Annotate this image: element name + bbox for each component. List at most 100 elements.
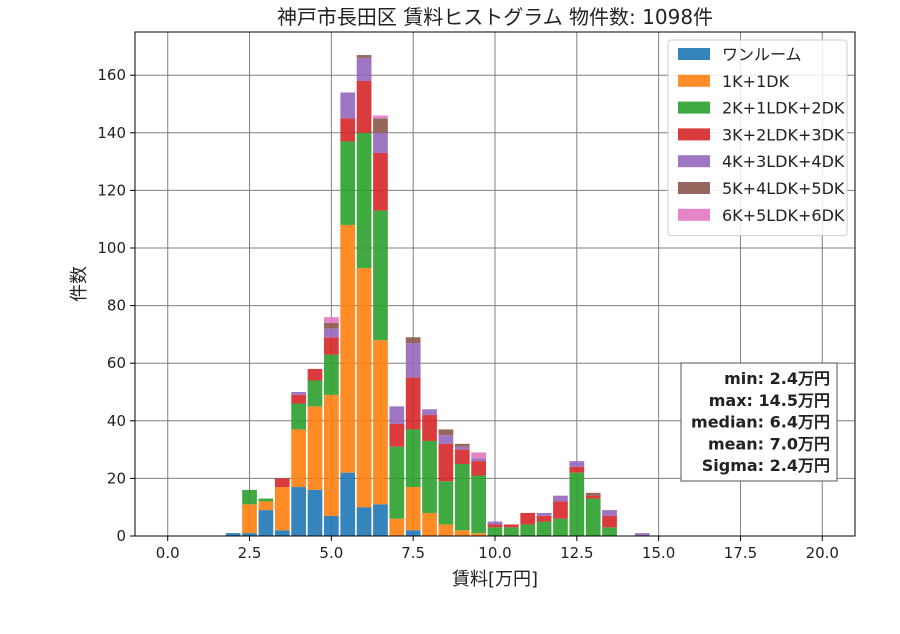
bar-segment <box>471 461 486 476</box>
stats-box: min: 2.4万円 max: 14.5万円 median: 6.4万円 mean: … <box>680 362 838 482</box>
bar-segment <box>602 515 617 528</box>
bar-segment <box>405 429 421 488</box>
bars-group <box>225 55 650 536</box>
y-tick-label: 0 <box>116 527 126 545</box>
x-axis-label: 賃料[万円] <box>452 569 538 590</box>
bar-segment <box>422 512 437 536</box>
x-tick-label: 0.0 <box>156 544 180 562</box>
bar-segment <box>274 487 290 531</box>
y-tick-label: 160 <box>97 66 126 84</box>
bar-segment <box>389 406 405 424</box>
x-tick-label: 7.5 <box>401 544 425 562</box>
bar-segment <box>471 458 486 462</box>
bar-segment <box>291 429 306 488</box>
bar-segment <box>454 443 470 447</box>
bar-segment <box>389 446 405 519</box>
bar-segment <box>258 510 274 536</box>
bar-segment <box>602 527 617 536</box>
bar-segment <box>242 504 257 534</box>
bar-segment <box>356 55 372 58</box>
bar-segment <box>454 449 470 464</box>
bar-segment <box>324 515 339 536</box>
stats-line: median: 6.4万円 <box>691 413 830 432</box>
legend-label: 1K+1DK <box>722 72 790 91</box>
bar-segment <box>307 380 323 407</box>
bar-segment <box>405 343 421 378</box>
bar-segment <box>454 464 470 531</box>
bar-segment <box>291 487 306 536</box>
bar-segment <box>585 492 601 496</box>
x-tick-label: 12.5 <box>560 544 593 562</box>
bar-segment <box>307 368 323 381</box>
bar-segment <box>569 466 585 473</box>
bar-segment <box>569 472 585 536</box>
bar-segment <box>389 518 405 536</box>
bar-segment <box>389 423 405 447</box>
bar-segment <box>487 521 503 525</box>
legend-frame <box>667 39 848 237</box>
bar-segment <box>438 481 454 525</box>
bar-segment <box>553 518 568 536</box>
bar-segment <box>356 80 372 133</box>
bar-segment <box>454 530 470 536</box>
bar-segment <box>340 92 356 119</box>
bar-segment <box>258 498 274 502</box>
bar-segment <box>520 524 536 536</box>
bar-segment <box>242 489 257 505</box>
bar-segment <box>340 472 356 536</box>
legend-swatch <box>678 101 710 114</box>
legend-swatch <box>678 208 710 221</box>
bar-segment <box>291 394 306 404</box>
legend-swatch <box>678 74 710 87</box>
bar-segment <box>356 57 372 81</box>
bar-segment <box>405 377 421 430</box>
bar-segment <box>634 533 650 536</box>
bar-segment <box>504 524 519 528</box>
y-tick-label: 120 <box>97 181 126 199</box>
y-tick-label: 80 <box>107 297 126 315</box>
bar-segment <box>520 512 536 525</box>
bar-segment <box>504 527 519 536</box>
bar-segment <box>471 452 486 459</box>
bar-segment <box>422 440 437 513</box>
stats-line: mean: 7.0万円 <box>708 434 830 453</box>
legend-swatch <box>678 155 710 168</box>
bar-segment <box>585 495 601 499</box>
bar-segment <box>324 317 339 323</box>
bar-segment <box>471 533 486 536</box>
legend-swatch <box>678 128 710 141</box>
bar-segment <box>438 435 454 444</box>
x-tick-label: 2.5 <box>238 544 262 562</box>
bar-segment <box>291 403 306 430</box>
bar-segment <box>373 132 388 153</box>
bar-segment <box>438 429 454 436</box>
bar-segment <box>356 507 372 536</box>
bar-segment <box>373 504 388 536</box>
bar-segment <box>242 533 257 536</box>
bar-segment <box>536 515 552 522</box>
bar-segment <box>324 328 339 338</box>
bar-segment <box>405 487 421 531</box>
y-axis-label: 件数 <box>69 266 90 302</box>
bar-segment <box>291 392 306 395</box>
y-tick-label: 60 <box>107 354 126 372</box>
bar-segment <box>373 210 388 341</box>
bar-segment <box>422 415 437 441</box>
bar-segment <box>569 461 585 467</box>
bar-segment <box>405 337 421 344</box>
x-tick-label: 5.0 <box>319 544 343 562</box>
bar-segment <box>454 446 470 450</box>
legend-label: 6K+5LDK+6DK <box>722 206 845 225</box>
y-tick-label: 140 <box>97 124 126 142</box>
legend-label: 5K+4LDK+5DK <box>722 179 845 198</box>
x-tick-label: 20.0 <box>806 544 839 562</box>
x-tick-label: 17.5 <box>724 544 757 562</box>
stats-line: Sigma: 2.4万円 <box>702 456 830 475</box>
legend-label: 2K+1LDK+2DK <box>722 99 845 118</box>
bar-segment <box>340 141 356 225</box>
legend-swatch <box>678 48 710 60</box>
bar-segment <box>553 495 568 502</box>
bar-segment <box>324 337 339 355</box>
bar-segment <box>307 406 323 490</box>
